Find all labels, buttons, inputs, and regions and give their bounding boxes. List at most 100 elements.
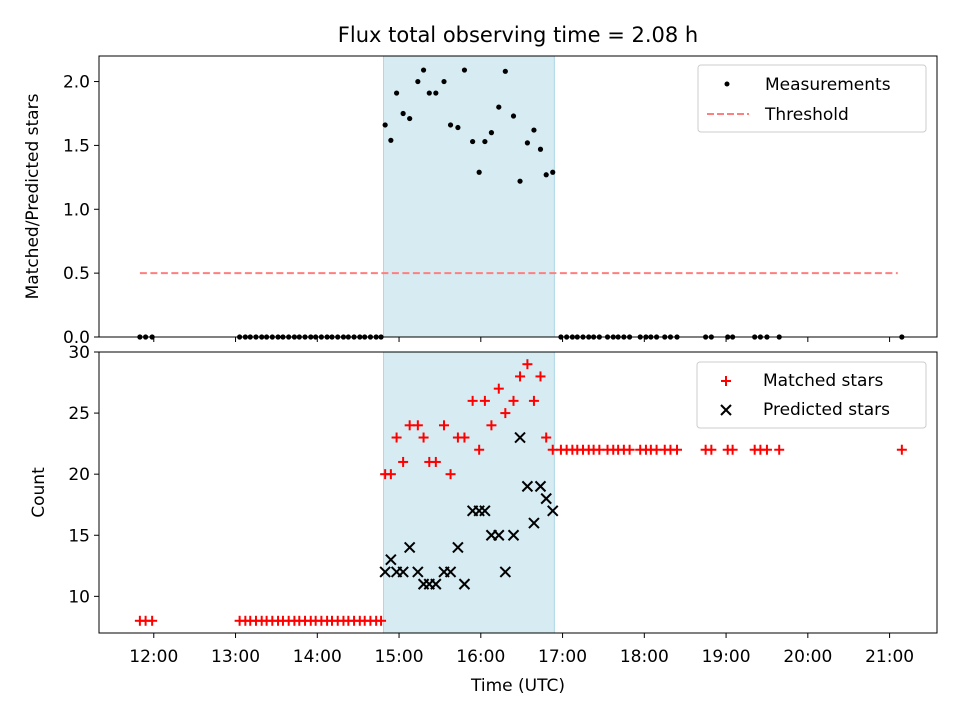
measurement-point bbox=[517, 178, 523, 184]
predicted-star-point bbox=[458, 578, 471, 590]
measurement-point bbox=[426, 90, 432, 96]
matched-star-point bbox=[624, 444, 635, 455]
matched-star-point bbox=[528, 395, 539, 406]
matched-star-point bbox=[391, 432, 402, 443]
predicted-star-point-b bbox=[493, 529, 505, 541]
matched-star-point bbox=[493, 383, 504, 394]
matched-star-point bbox=[535, 371, 546, 382]
predicted-star-point bbox=[397, 566, 409, 578]
matched-star-point bbox=[459, 432, 470, 443]
matched-star-point bbox=[445, 469, 456, 480]
predicted-star-point-b bbox=[379, 566, 391, 578]
legend-x-glyph bbox=[720, 404, 732, 416]
predicted-star-point-b bbox=[403, 541, 416, 554]
x-tick-label: 12:00 bbox=[129, 647, 178, 667]
legend-marker-measurements bbox=[724, 81, 730, 87]
predicted-star-point-b bbox=[412, 566, 424, 578]
matched-star-point bbox=[761, 444, 772, 455]
predicted-star-point bbox=[540, 492, 552, 505]
matched-star-point bbox=[467, 395, 478, 406]
measurement-point bbox=[400, 110, 406, 117]
x-tick-label: 19:00 bbox=[702, 647, 751, 667]
matched-star-point bbox=[515, 371, 526, 382]
predicted-star-point bbox=[547, 505, 559, 517]
chart-title: Flux total observing time = 2.08 h bbox=[338, 23, 698, 47]
predicted-star-point-b bbox=[528, 517, 540, 529]
measurement-point bbox=[415, 78, 421, 85]
predicted-star-point bbox=[379, 566, 391, 578]
x-tick-label: 16:00 bbox=[456, 647, 505, 667]
matched-star-point bbox=[727, 444, 738, 455]
legend-marker-matched-stars bbox=[721, 376, 731, 386]
matched-star-point bbox=[418, 432, 429, 443]
measurement-point bbox=[550, 169, 556, 175]
matched-star-point bbox=[376, 615, 387, 626]
matched-star-point bbox=[541, 432, 552, 443]
matched-star-point bbox=[412, 420, 423, 431]
measurement-point bbox=[382, 122, 388, 128]
predicted-star-point bbox=[507, 529, 520, 541]
matched-star-point bbox=[147, 615, 158, 626]
x-tick-label: 14:00 bbox=[293, 647, 342, 667]
bottom-legend-box bbox=[696, 361, 927, 429]
predicted-star-point bbox=[514, 431, 526, 444]
measurement-point bbox=[393, 90, 400, 96]
predicted-star-point-b bbox=[547, 505, 559, 517]
measurement-point bbox=[441, 78, 447, 85]
matched-star-point bbox=[896, 444, 907, 455]
x-tick-label: 20:00 bbox=[783, 647, 832, 667]
predicted-star-point-b bbox=[514, 431, 526, 444]
measurement-point bbox=[388, 137, 394, 143]
top-y-tick-label: 0.5 bbox=[63, 264, 90, 284]
predicted-star-point-b bbox=[397, 566, 409, 578]
bottom-y-tick-label: 15 bbox=[68, 526, 90, 546]
predicted-star-point-b bbox=[479, 505, 491, 517]
predicted-star-point-b bbox=[430, 578, 442, 590]
predicted-star-point-b bbox=[521, 480, 534, 493]
legend-label-predicted-stars: Predicted stars bbox=[763, 400, 890, 420]
predicted-star-point bbox=[452, 541, 464, 554]
top-panel: 0.0 0.5 1.0 1.5 2.0 Flux total observing tim… bbox=[23, 23, 938, 348]
predicted-star-point bbox=[430, 578, 442, 590]
predicted-star-point-b bbox=[452, 541, 464, 554]
top-y-tick-label: 2.0 bbox=[63, 73, 90, 93]
top-axes-frame bbox=[98, 55, 938, 338]
measurement-point bbox=[496, 104, 502, 110]
predicted-star-point bbox=[528, 517, 540, 529]
x-tick-label: 13:00 bbox=[211, 647, 260, 667]
bottom-legend: Matched stars Predicted stars bbox=[696, 361, 927, 429]
bottom-axes-frame bbox=[98, 351, 938, 634]
top-legend-box bbox=[697, 64, 927, 133]
x-tick-label: 15:00 bbox=[375, 647, 424, 667]
measurement-point bbox=[447, 122, 454, 128]
predicted-star-point-b bbox=[385, 553, 397, 566]
measurement-point bbox=[470, 138, 476, 145]
matched-star-point bbox=[672, 444, 683, 455]
legend-label-threshold: Threshold bbox=[764, 105, 849, 125]
measurement-point bbox=[420, 67, 427, 73]
measurement-point bbox=[461, 67, 468, 73]
top-shaded-span bbox=[383, 55, 555, 338]
predicted-star-point bbox=[493, 529, 505, 541]
measurement-point bbox=[488, 130, 495, 136]
bottom-y-axis-label: Count bbox=[29, 467, 49, 518]
matched-star-point bbox=[385, 469, 396, 480]
matched-star-point bbox=[479, 395, 490, 406]
bottom-panel: 10 15 20 25 30 12:00 13:00 14:00 15:00 16:00 17:00… bbox=[29, 343, 938, 696]
matched-star-point bbox=[439, 420, 450, 431]
matched-star-point bbox=[474, 444, 485, 455]
x-tick-label: 21:00 bbox=[865, 647, 914, 667]
x-tick-label: 18:00 bbox=[620, 647, 669, 667]
predicted-star-point-b bbox=[507, 529, 520, 541]
predicted-star-point bbox=[444, 566, 457, 578]
predicted-star-point bbox=[403, 541, 416, 554]
bottom-marks bbox=[134, 359, 907, 626]
top-ticks: 0.0 0.5 1.0 1.5 2.0 bbox=[63, 73, 891, 348]
predicted-star-point bbox=[499, 566, 512, 578]
predicted-star-point-b bbox=[540, 492, 552, 505]
matched-star-point bbox=[522, 359, 533, 370]
measurement-point bbox=[407, 115, 413, 122]
legend-label-matched-stars: Matched stars bbox=[763, 371, 883, 391]
measurement-point bbox=[482, 138, 488, 145]
